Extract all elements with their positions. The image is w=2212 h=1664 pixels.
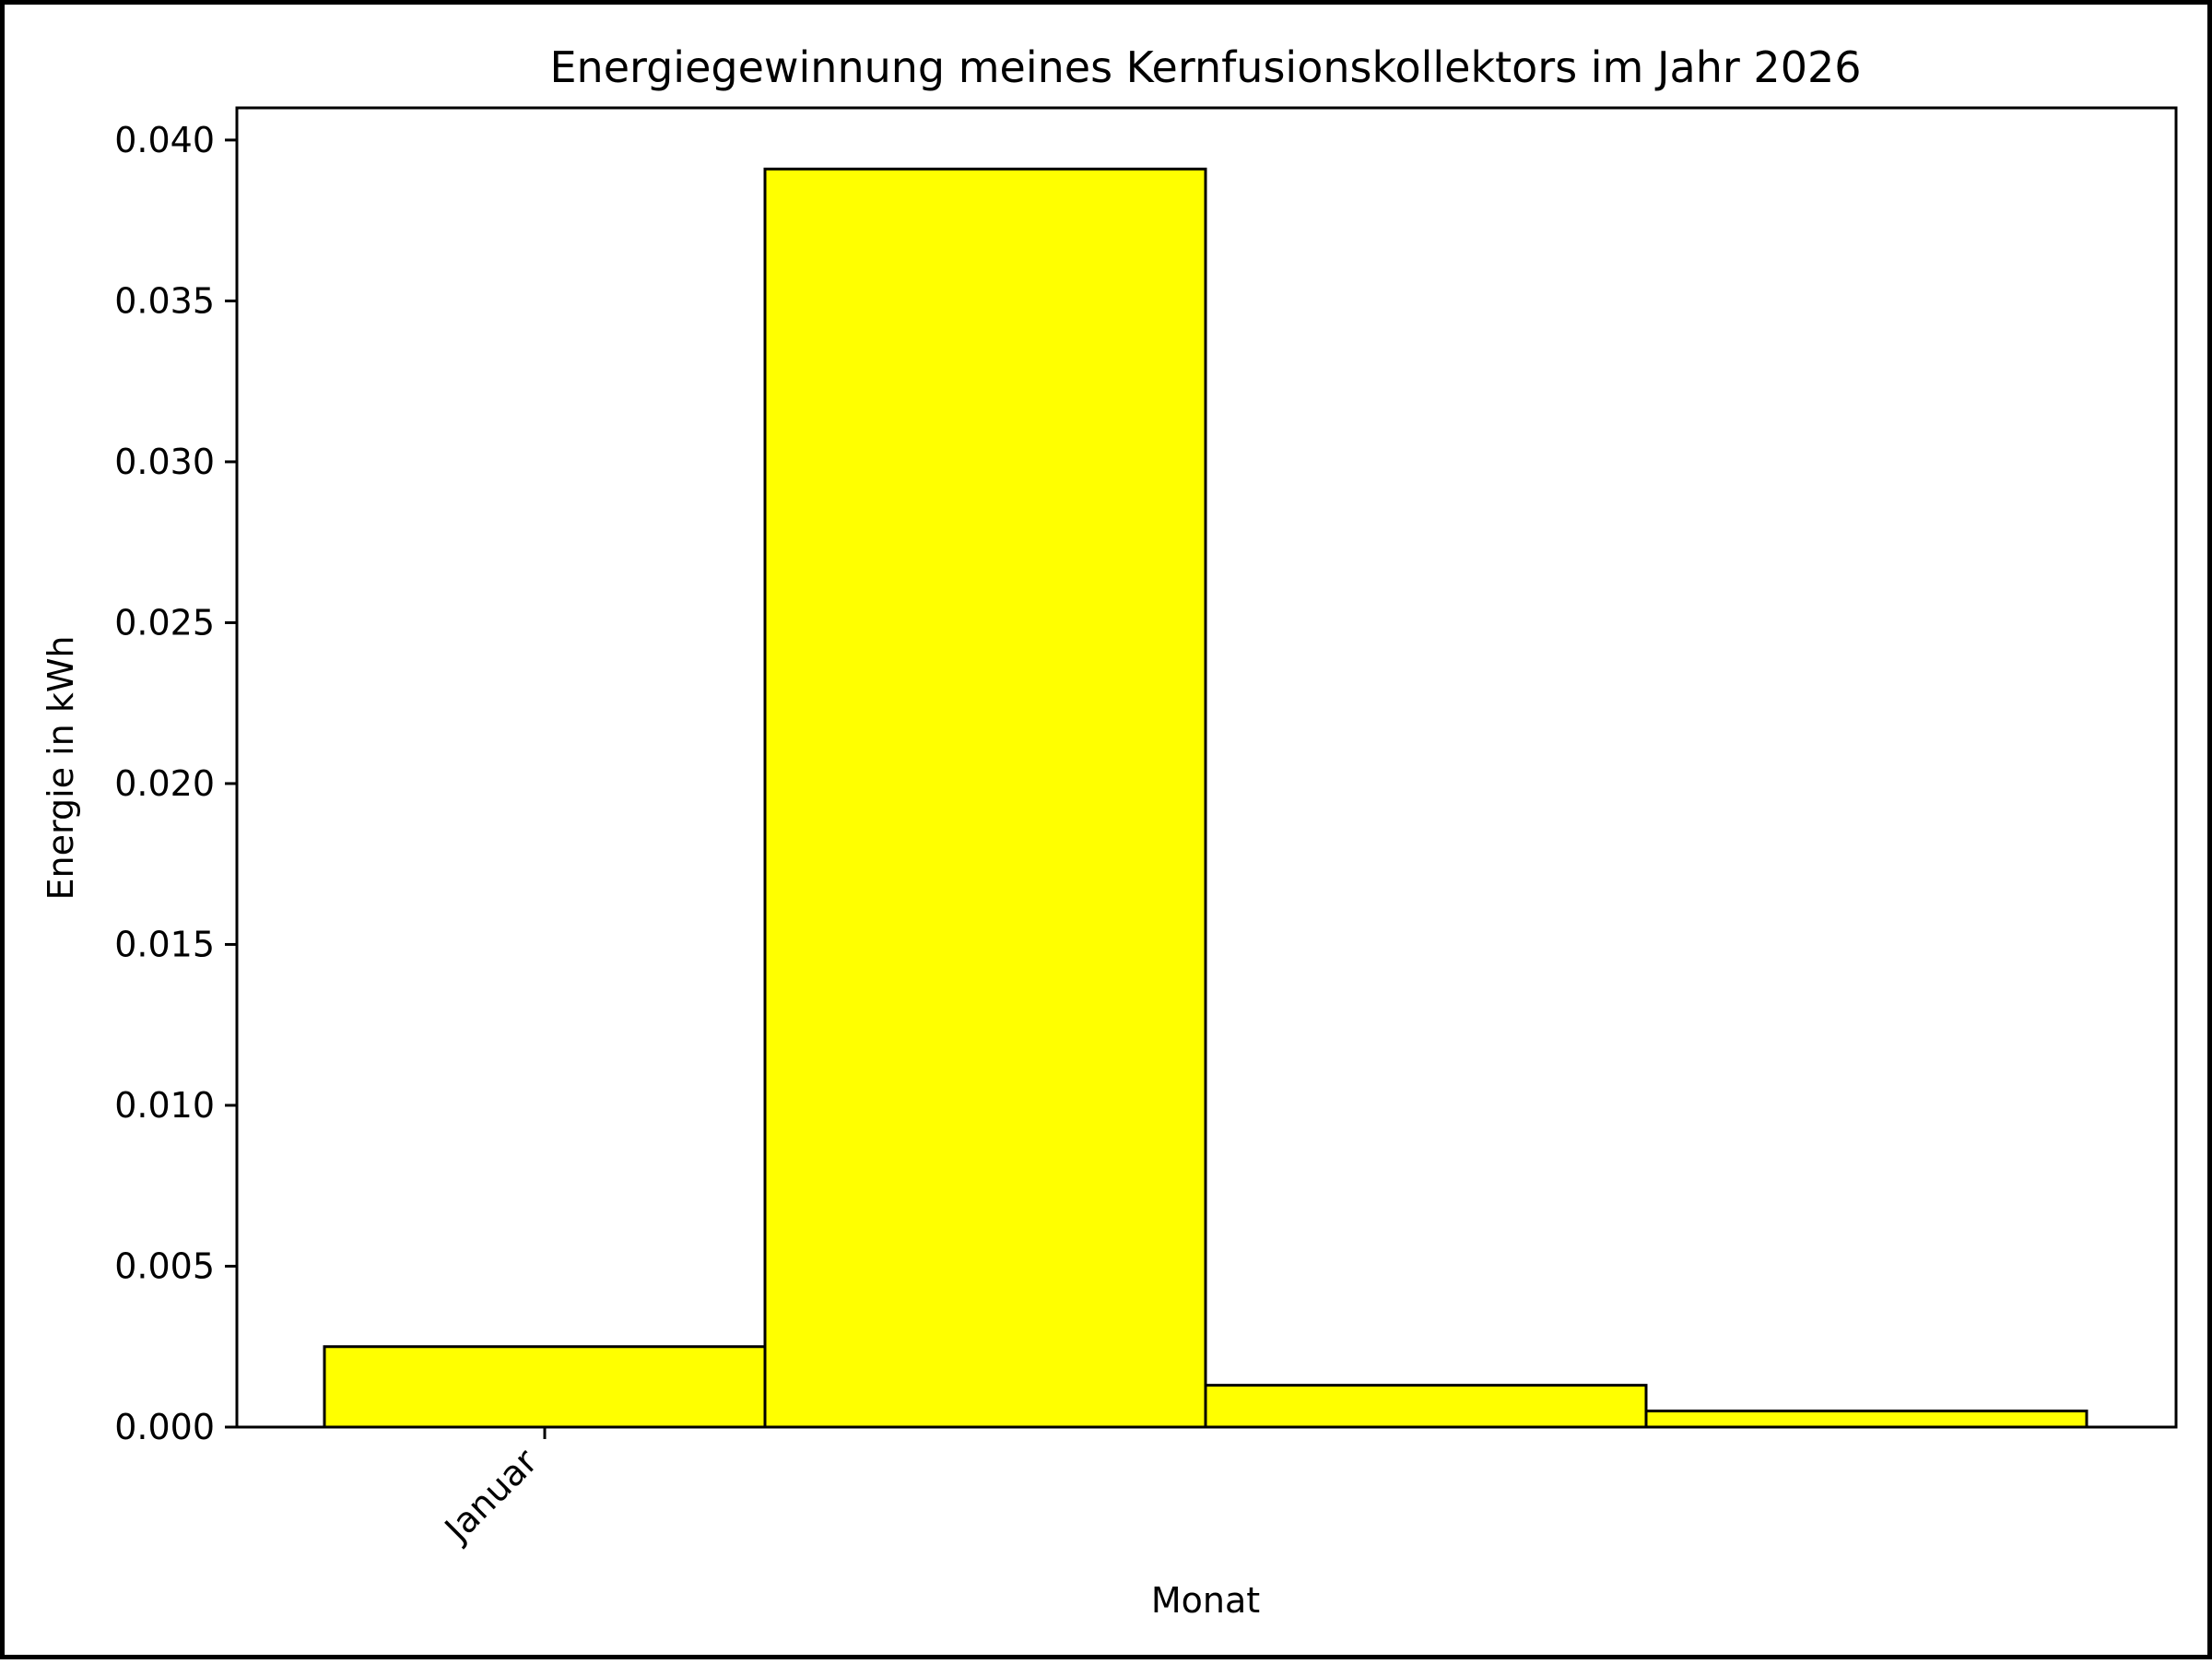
x-axis-label: Monat	[1151, 1580, 1260, 1621]
y-tick-label: 0.010	[114, 1085, 215, 1126]
y-tick-label: 0.015	[114, 924, 215, 964]
x-tick-label: Januar	[436, 1441, 546, 1551]
bar-2	[763, 167, 1207, 1429]
bar-1	[323, 1345, 767, 1429]
bar-chart: Energiegewinnung meines Kernfusionskolle…	[41, 42, 2178, 1621]
x-axis: Januar	[436, 1427, 547, 1551]
y-tick-label: 0.025	[114, 602, 215, 643]
y-tick-label: 0.035	[114, 280, 215, 321]
y-tick-label: 0.030	[114, 442, 215, 482]
y-tick-label: 0.040	[114, 120, 215, 160]
y-axis-label: Energie in kWh	[41, 636, 81, 901]
bar-4	[1644, 1410, 2088, 1429]
y-tick-label: 0.020	[114, 763, 215, 804]
chart-title: Energiegewinnung meines Kernfusionskolle…	[549, 42, 1861, 92]
bar-3	[1204, 1384, 1648, 1429]
plot-area-frame	[235, 106, 2178, 1429]
y-tick-label: 0.005	[114, 1245, 215, 1286]
y-tick-label: 0.000	[114, 1407, 215, 1447]
y-axis: 0.000 0.005 0.010 0.015 0.020 0.025 0.030 0.035…	[114, 120, 237, 1447]
bars-group	[323, 167, 2088, 1429]
